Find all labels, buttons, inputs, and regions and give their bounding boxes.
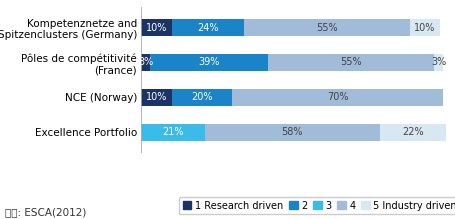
Bar xyxy=(141,54,150,71)
Bar xyxy=(379,124,445,141)
Text: 10%: 10% xyxy=(414,23,435,33)
Text: 22%: 22% xyxy=(401,127,423,137)
Bar xyxy=(171,89,232,106)
Text: 10%: 10% xyxy=(146,92,167,102)
Text: 자료: ESCA(2012): 자료: ESCA(2012) xyxy=(5,207,86,217)
Text: 55%: 55% xyxy=(339,57,361,67)
Bar xyxy=(141,89,171,106)
Bar xyxy=(150,54,268,71)
Bar xyxy=(243,19,409,36)
Text: 20%: 20% xyxy=(191,92,212,102)
Bar xyxy=(141,19,171,36)
Legend: 1 Research driven, 2, 3, 4, 5 Industry driven: 1 Research driven, 2, 3, 4, 5 Industry d… xyxy=(178,197,455,214)
Bar xyxy=(232,89,442,106)
Text: 39%: 39% xyxy=(198,57,219,67)
Bar xyxy=(171,19,243,36)
Text: 21%: 21% xyxy=(162,127,183,137)
Text: 24%: 24% xyxy=(197,23,218,33)
Bar xyxy=(409,19,439,36)
Bar xyxy=(433,54,442,71)
Text: 10%: 10% xyxy=(146,23,167,33)
Bar xyxy=(268,54,433,71)
Text: 70%: 70% xyxy=(326,92,348,102)
Text: 3%: 3% xyxy=(430,57,445,67)
Text: 55%: 55% xyxy=(315,23,337,33)
Bar xyxy=(204,124,379,141)
Text: 3%: 3% xyxy=(138,57,153,67)
Bar xyxy=(141,124,204,141)
Text: 58%: 58% xyxy=(281,127,302,137)
